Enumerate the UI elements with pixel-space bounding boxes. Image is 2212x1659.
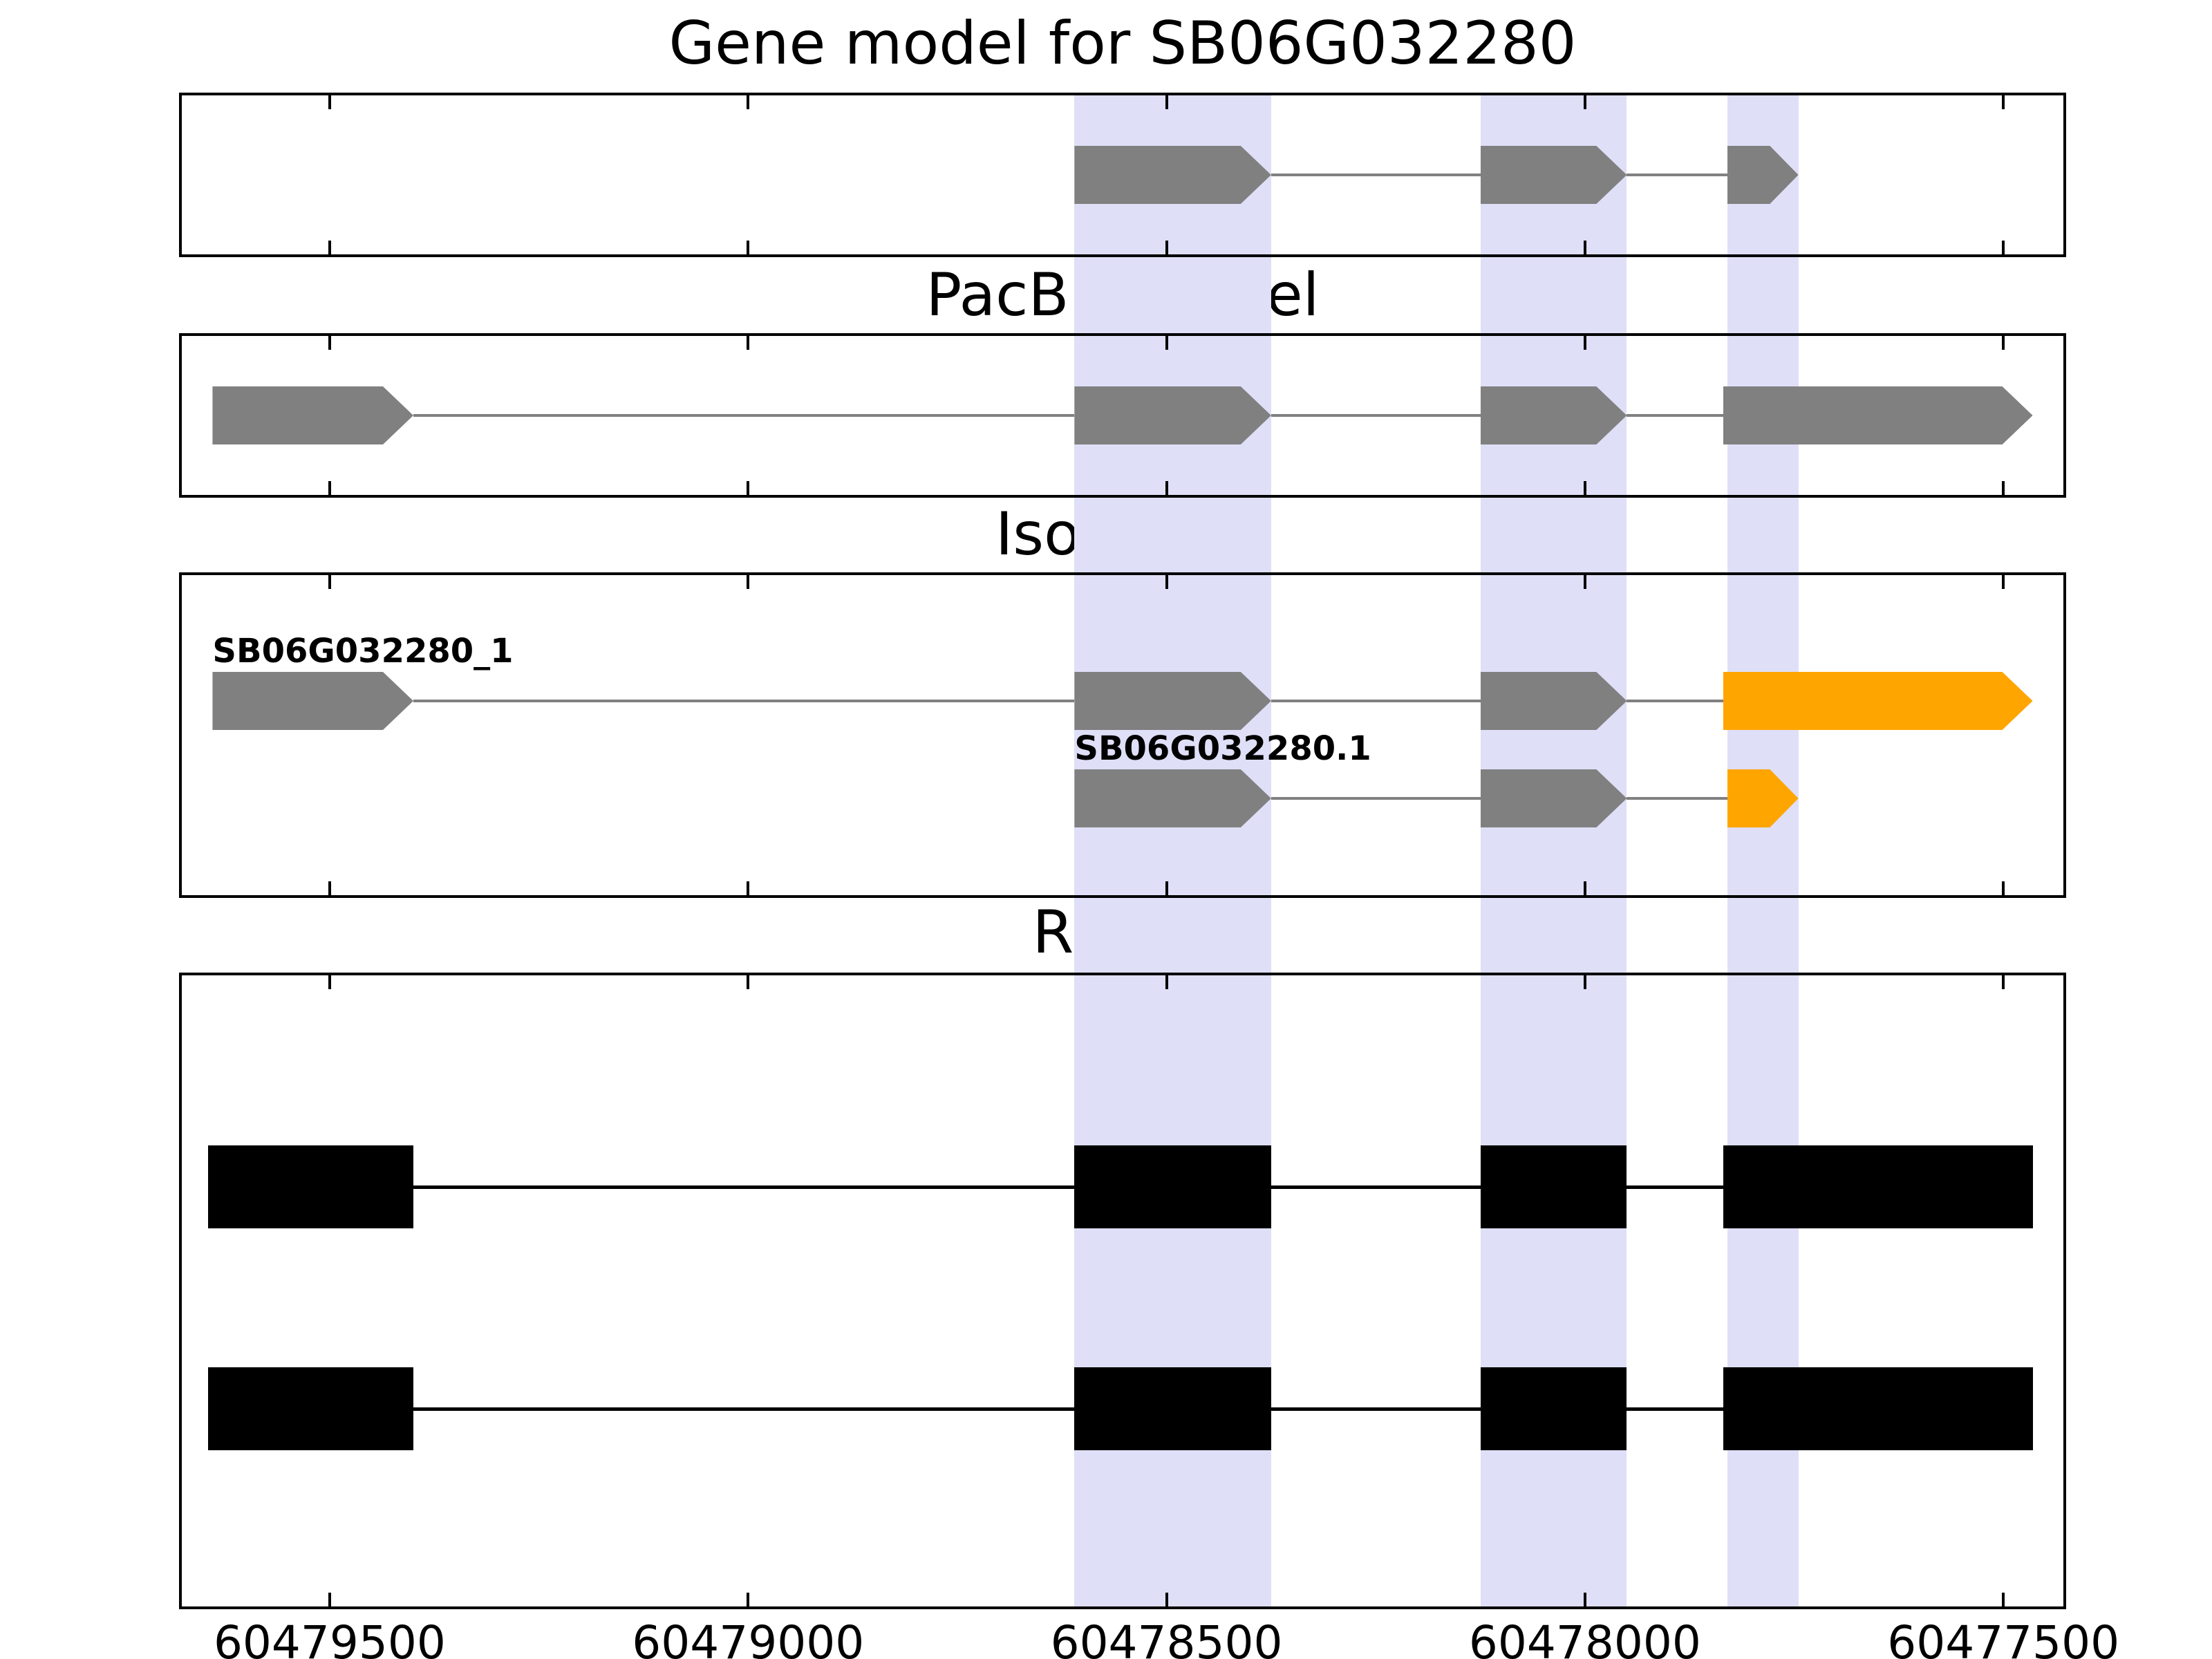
intron-line xyxy=(413,414,1075,417)
tick-mark xyxy=(1165,881,1168,895)
panel-isoforms xyxy=(179,572,2066,898)
read-block xyxy=(1074,1367,1271,1450)
exon-block xyxy=(1481,672,1627,730)
intron-line xyxy=(413,700,1075,702)
read-block xyxy=(208,1367,413,1450)
tick-mark xyxy=(1583,975,1586,989)
isoform-label: SB06G032280_1 xyxy=(212,632,514,671)
highlight-band xyxy=(1480,93,1627,1609)
tick-mark xyxy=(2002,575,2005,589)
highlight-band xyxy=(1074,93,1271,1609)
tick-mark xyxy=(1583,1593,1586,1606)
tick-mark xyxy=(1165,975,1168,989)
tick-mark xyxy=(1165,95,1168,109)
intron-line xyxy=(413,1407,1075,1411)
exon-block xyxy=(1074,386,1271,444)
panel-gene-model xyxy=(179,93,2066,257)
tick-mark xyxy=(1583,481,1586,495)
exon-block xyxy=(1723,386,2033,444)
x-tick-label: 60478500 xyxy=(1050,1616,1283,1659)
intron-line xyxy=(1271,414,1481,417)
exon-block xyxy=(1074,146,1271,204)
exon-block xyxy=(1481,386,1627,444)
x-tick-label: 60479500 xyxy=(213,1616,446,1659)
tick-mark xyxy=(747,881,750,895)
tick-mark xyxy=(2002,881,2005,895)
tick-mark xyxy=(2002,481,2005,495)
exon-block xyxy=(212,386,413,444)
intron-line xyxy=(1627,797,1727,800)
tick-mark xyxy=(328,241,331,254)
intron-line xyxy=(1627,1185,1723,1189)
intron-line xyxy=(1271,174,1481,176)
exon-block xyxy=(1481,146,1627,204)
tick-mark xyxy=(747,575,750,589)
tick-mark xyxy=(1165,481,1168,495)
tick-mark xyxy=(328,95,331,109)
intron-line xyxy=(413,1185,1075,1189)
tick-mark xyxy=(747,1593,750,1606)
tick-mark xyxy=(1165,575,1168,589)
tick-mark xyxy=(2002,1593,2005,1606)
tick-mark xyxy=(1165,241,1168,254)
tick-mark xyxy=(328,1593,331,1606)
tick-mark xyxy=(1165,336,1168,350)
exon-block xyxy=(1723,672,2033,730)
tick-mark xyxy=(328,881,331,895)
read-block xyxy=(1480,1367,1627,1450)
tick-mark xyxy=(747,975,750,989)
read-block xyxy=(1723,1367,2033,1450)
intron-line xyxy=(1271,1407,1481,1411)
isoform-label: SB06G032280.1 xyxy=(1074,729,1371,768)
tick-mark xyxy=(1583,336,1586,350)
x-tick-label: 60477500 xyxy=(1887,1616,2120,1659)
read-block xyxy=(1074,1145,1271,1228)
tick-mark xyxy=(2002,95,2005,109)
intron-line xyxy=(1271,1185,1481,1189)
tick-mark xyxy=(1583,575,1586,589)
tick-mark xyxy=(328,575,331,589)
tick-mark xyxy=(747,95,750,109)
intron-line xyxy=(1627,700,1723,702)
intron-line xyxy=(1271,700,1481,702)
tick-mark xyxy=(328,975,331,989)
highlight-band xyxy=(1727,93,1799,1609)
tick-mark xyxy=(2002,336,2005,350)
panel-title-gene-model: Gene model for SB06G032280 xyxy=(668,9,1577,78)
exon-block xyxy=(1074,672,1271,730)
tick-mark xyxy=(328,481,331,495)
tick-mark xyxy=(1583,241,1586,254)
tick-mark xyxy=(1583,881,1586,895)
exon-block xyxy=(1074,769,1271,827)
intron-line xyxy=(1627,174,1727,176)
tick-mark xyxy=(2002,975,2005,989)
exon-block xyxy=(1481,769,1627,827)
tick-mark xyxy=(328,336,331,350)
tick-mark xyxy=(2002,241,2005,254)
tick-mark xyxy=(1165,1593,1168,1606)
x-tick-label: 60479000 xyxy=(632,1616,865,1659)
read-block xyxy=(1480,1145,1627,1228)
panel-reads xyxy=(179,973,2066,1609)
tick-mark xyxy=(747,336,750,350)
x-tick-label: 60478000 xyxy=(1468,1616,1701,1659)
read-block xyxy=(208,1145,413,1228)
panel-pacbio-model xyxy=(179,333,2066,498)
tick-mark xyxy=(1583,95,1586,109)
intron-line xyxy=(1271,797,1481,800)
tick-mark xyxy=(747,241,750,254)
intron-line xyxy=(1627,414,1723,417)
read-block xyxy=(1723,1145,2033,1228)
exon-block xyxy=(212,672,413,730)
intron-line xyxy=(1627,1407,1723,1411)
tick-mark xyxy=(747,481,750,495)
